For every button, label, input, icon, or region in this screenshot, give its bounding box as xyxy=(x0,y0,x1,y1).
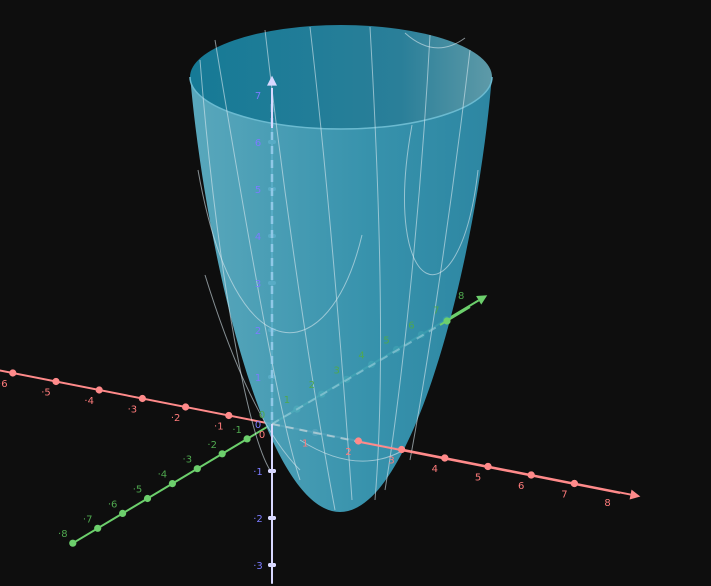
x-tick-mark xyxy=(570,479,579,488)
surface-mesh-line xyxy=(404,124,479,276)
x-tick-mark xyxy=(182,403,190,411)
z-tick-label: 2 xyxy=(255,326,261,337)
paraboloid-surface[interactable] xyxy=(189,25,493,512)
x-tick-mark xyxy=(441,454,449,462)
y-tick-label: 2 xyxy=(309,380,315,391)
x-tick-label: ·3 xyxy=(128,405,138,416)
x-tick-mark xyxy=(138,394,146,403)
x-tick-label: ·6 xyxy=(0,379,8,390)
x-tick-mark xyxy=(95,386,103,394)
x-tick-label: 8 xyxy=(604,498,610,509)
y-tick-label: 6 xyxy=(408,321,414,332)
x-tick-mark xyxy=(527,471,535,479)
surface-mesh-line xyxy=(409,49,471,461)
y-axis-arrow-icon xyxy=(476,295,488,305)
y-tick-mark xyxy=(143,494,152,503)
paraboloid-front-rim xyxy=(189,76,493,130)
z-tick-label: ·3 xyxy=(253,561,263,572)
surface-mesh-line xyxy=(197,169,363,334)
x-axis-hidden-segment xyxy=(271,423,361,443)
x-tick-label: 3 xyxy=(388,456,394,467)
z-tick-label: 7 xyxy=(255,91,261,102)
y-tick-mark xyxy=(94,524,102,532)
z-axis-arrow-icon xyxy=(267,75,277,86)
z-tick-label: 3 xyxy=(255,279,261,290)
y-tick-mark xyxy=(243,435,251,443)
z-tick-label: ·1 xyxy=(253,467,263,478)
y-tick-label: ·6 xyxy=(108,499,118,510)
x-tick-label: ·5 xyxy=(41,388,51,399)
surface-mesh-line xyxy=(299,439,401,462)
x-tick-label: ·1 xyxy=(214,422,224,433)
x-tick-label: 7 xyxy=(561,490,567,501)
x-axis-arrow-icon xyxy=(629,489,641,500)
z-tick-mark xyxy=(268,469,276,473)
x-tick-label: ·2 xyxy=(171,413,181,424)
y-tick-label: 0 xyxy=(259,410,265,421)
y-tick-mark xyxy=(443,317,451,325)
x-tick-mark xyxy=(398,445,406,454)
y-tick-mark xyxy=(193,465,201,473)
x-tick-mark xyxy=(9,369,17,377)
y-tick-label: 1 xyxy=(284,395,290,406)
x-tick-label: 5 xyxy=(475,473,481,484)
y-tick-label: 8 xyxy=(458,291,464,302)
y-tick-mark xyxy=(119,509,127,517)
y-tick-label: ·5 xyxy=(133,485,143,496)
x-tick-label: 6 xyxy=(518,481,524,492)
y-tick-label: 7 xyxy=(433,306,439,317)
y-tick-label: 3 xyxy=(334,365,340,376)
z-tick-label: 0 xyxy=(255,420,261,431)
z-tick-label: 5 xyxy=(255,185,261,196)
paraboloid-body xyxy=(190,75,492,512)
z-tick-label: ·2 xyxy=(253,514,263,525)
y-tick-mark xyxy=(168,480,176,488)
x-tick-mark xyxy=(225,411,233,420)
x-tick-label: 1 xyxy=(302,439,308,450)
x-tick-label: ·4 xyxy=(84,396,94,407)
y-tick-mark xyxy=(69,539,77,547)
y-tick-mark xyxy=(218,450,226,458)
z-tick-label: 4 xyxy=(255,232,261,243)
x-tick-label: 0 xyxy=(259,430,265,441)
surface-mesh-line xyxy=(204,274,301,471)
y-tick-label: ·1 xyxy=(232,425,242,436)
y-tick-label: ·2 xyxy=(207,440,217,451)
paraboloid-rim-opening xyxy=(190,25,492,129)
y-tick-label: ·8 xyxy=(58,529,68,540)
y-tick-label: 5 xyxy=(383,336,389,347)
y-tick-label: ·3 xyxy=(183,455,193,466)
x-tick-mark xyxy=(354,437,362,445)
x-tick-label: 2 xyxy=(345,447,351,458)
y-tick-label: ·7 xyxy=(83,514,93,525)
z-tick-label: 1 xyxy=(255,373,261,384)
y-axis-hidden-segment xyxy=(271,324,441,425)
x-tick-label: 4 xyxy=(432,464,438,475)
y-tick-label: 4 xyxy=(358,350,364,361)
surface-mesh-line xyxy=(309,26,353,501)
z-tick-label: 6 xyxy=(255,138,261,149)
x-tick-mark xyxy=(52,377,60,386)
z-tick-mark xyxy=(268,563,276,567)
surface-mesh-line xyxy=(199,59,271,471)
z-tick-mark xyxy=(268,516,276,520)
surface-mesh-line xyxy=(214,39,301,481)
y-tick-label: ·4 xyxy=(158,470,168,481)
surface-mesh-line xyxy=(264,29,336,511)
surface-mesh-line xyxy=(404,32,466,49)
x-tick-mark xyxy=(484,462,492,471)
surface-mesh-line xyxy=(369,26,381,501)
